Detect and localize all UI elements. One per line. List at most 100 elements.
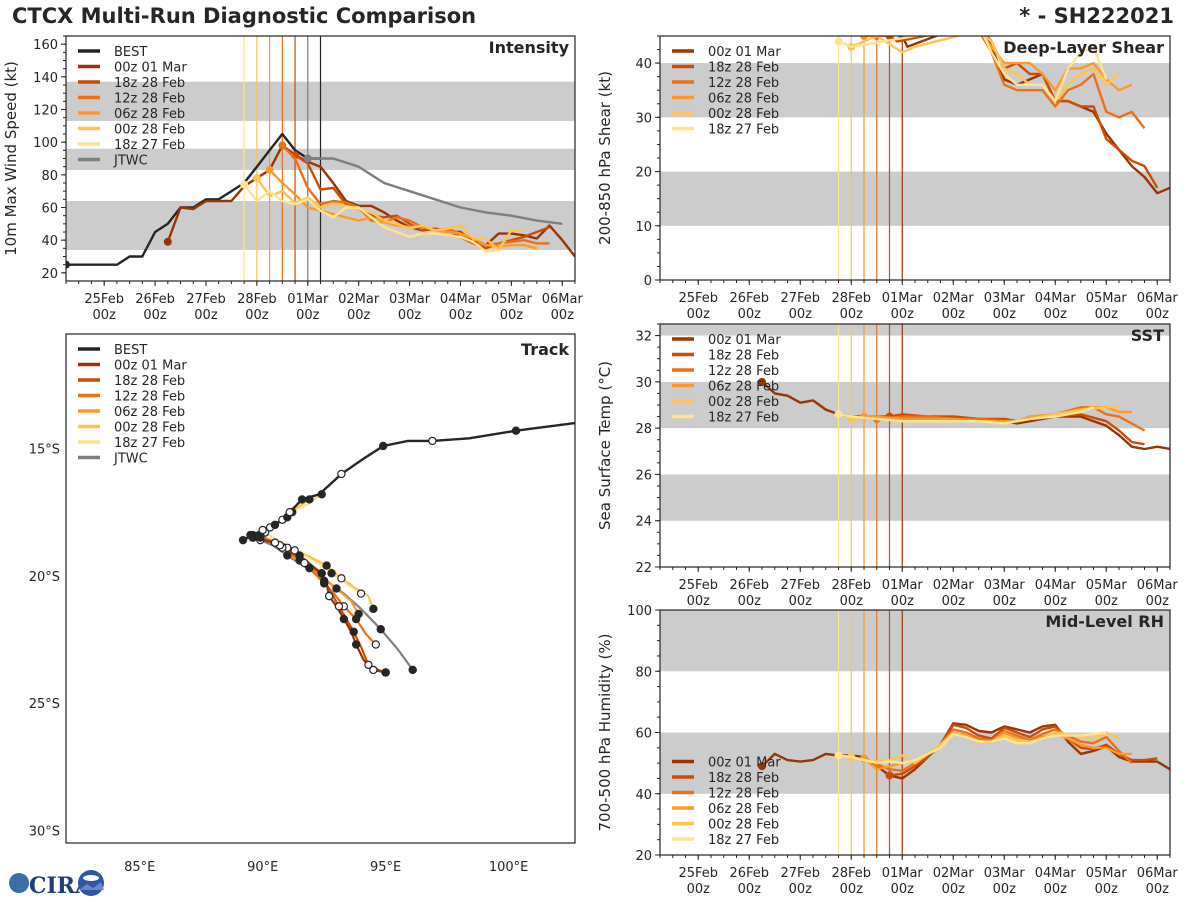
legend-item: 18z 27 Feb [672,833,779,848]
y-tick-label: 140 [33,71,58,86]
series-line-18z-27-feb [838,36,1108,103]
legend-label: 06z 28 Feb [708,92,779,107]
legend-item: 12z 28 Feb [672,787,779,802]
track-point-12z [300,558,309,568]
track-line-18z-28-feb [252,536,387,674]
series-start-point [834,410,843,419]
track-point-00z [297,495,307,504]
x-tick-label-date: 01Mar [882,291,924,306]
series-group [66,132,575,269]
series-line-12z-28-feb [876,36,1146,129]
track-point-00z [351,614,361,624]
x-tick-label-hour: 00z [449,308,473,323]
track-point-12z [290,546,299,555]
x-tick-label-date: 25Feb [678,291,718,306]
track-series-group [238,421,575,677]
legend-item: JTWC [78,452,148,467]
panel-title: Intensity [489,38,570,57]
x-tick-label-date: 04Mar [1035,578,1077,593]
legend-label: 18z 28 Feb [708,771,779,786]
x-tick-label-hour: 00z [942,594,966,609]
series-line-18z-27-feb [838,731,1107,765]
legend-item: 00z 01 Mar [672,333,781,348]
legend-label: 18z 28 Feb [114,76,185,91]
legend-label: 06z 28 Feb [114,405,185,420]
x-tick-label-hour: 00z [296,308,320,323]
y-axis-label: Sea Surface Temp (°C) [596,361,614,530]
series-start-point [66,260,70,269]
series-group [758,377,1170,451]
legend-item: 12z 28 Feb [672,364,779,379]
track-point-12z [324,591,334,601]
shaded-band [660,324,1170,336]
x-tick-label-hour: 00z [1146,307,1170,322]
track-line-00z-01-mar [252,536,386,674]
track-point-00z [376,625,385,634]
globe-icon [9,873,29,893]
y-tick-label: 28 [635,422,652,437]
track-point-00z [327,569,336,578]
x-tick-label-hour: 00z [1146,594,1170,609]
legend-label: 00z 28 Feb [708,107,779,122]
storm-id: * - SH222021 [1019,4,1174,28]
series-start-point [265,165,274,174]
y-tick-label: 30 [635,376,652,391]
cira-logo: CIRA [5,866,105,899]
x-tick-label-date: 27Feb [780,291,820,306]
y-tick-label: 80 [41,169,58,184]
y-tick-label: 40 [41,234,58,249]
x-tick-label-date: 26Feb [135,292,175,307]
legend-item: 06z 28 Feb [78,107,185,122]
legend-label: 00z 01 Mar [708,756,781,771]
series-start-point [240,180,249,189]
legend-item: 00z 28 Feb [672,395,779,410]
track-point-00z [369,604,378,614]
x-tick-label-date: 06Mar [542,292,584,307]
track-point-12z [356,589,366,598]
x-tick-label-hour: 00z [1095,594,1119,609]
legend-label: 12z 28 Feb [114,390,185,405]
y-tick-label: 25°S [29,697,60,712]
legend-item: 18z 28 Feb [672,349,779,364]
track-point-00z [408,665,417,675]
y-tick-label: 160 [33,38,58,53]
panel-track: 85°E 90°E 95°E 100°E 15°S 20°S 25°S 30°S Track BE… [29,333,576,875]
legend-item: 06z 28 Feb [672,380,779,395]
y-tick-label: 100 [33,136,58,151]
x-tick-label-date: 26Feb [729,866,769,881]
track-point-12z [337,574,346,583]
y-tick-label: 120 [33,104,58,119]
y-tick-label: 60 [41,202,58,217]
legend-label: 12z 28 Feb [708,364,779,379]
legend-item: 12z 28 Feb [672,76,779,91]
legend-label: 00z 01 Mar [708,45,781,60]
series-line-00z-28-feb [850,36,1120,103]
legend-label: 00z 01 Mar [708,333,781,348]
x-tick-label-date: 02Mar [933,866,975,881]
legend-item: 00z 28 Feb [672,107,779,122]
track-point-00z [305,563,314,573]
legend-item: BEST [78,343,147,358]
panel-intensity: 2040608010012014016025Feb00z26Feb00z27Fe… [2,35,584,323]
track-point-12z [337,469,346,479]
x-tick-label-date: 27Feb [780,578,820,593]
series-start-point [758,377,766,386]
series-line-jtwc [307,157,563,225]
legend-item: 06z 28 Feb [78,405,185,420]
x-tick-label: 85°E [124,860,155,875]
track-point-00z [322,561,331,570]
track-point-00z [238,535,248,545]
legend-item: 18z 28 Feb [78,76,185,91]
series-start-point [303,154,312,163]
x-tick-label-hour: 00z [891,307,915,322]
x-tick-label-date: 27Feb [780,866,820,881]
y-tick-label: 15°S [29,443,60,458]
legend-label: 06z 28 Feb [114,107,185,122]
x-tick-label-date: 26Feb [729,291,769,306]
track-point-00z [379,441,388,451]
panel-title: Mid-Level RH [1045,612,1164,631]
x-tick-label-hour: 00z [347,308,371,323]
legend-label: 12z 28 Feb [708,787,779,802]
